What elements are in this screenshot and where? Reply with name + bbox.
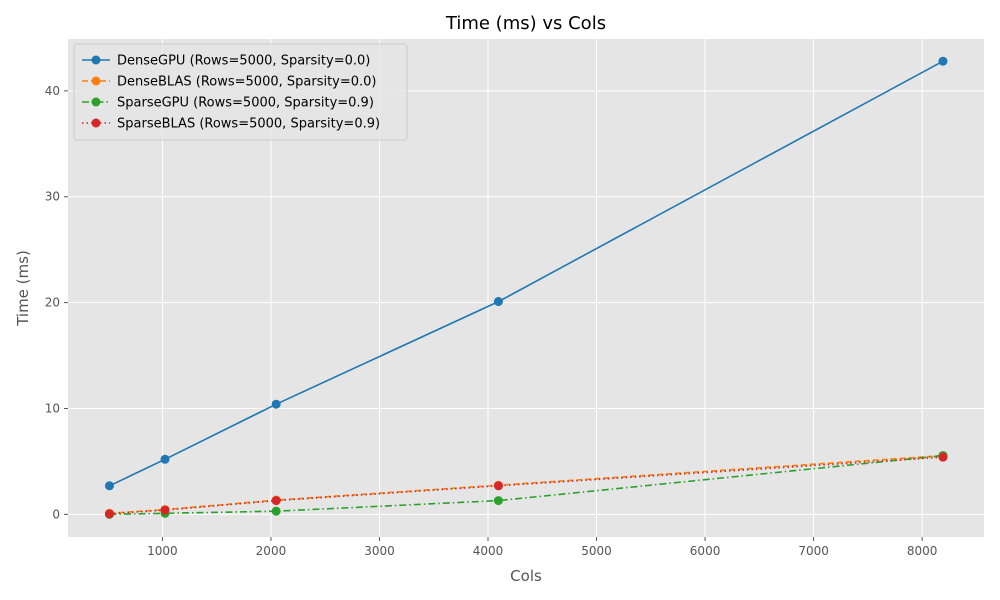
data-point [938, 452, 948, 462]
series-1 [104, 56, 948, 491]
chart-title: Time (ms) vs Cols [445, 13, 606, 34]
data-point [271, 399, 281, 409]
x-tick-label: 6000 [690, 544, 721, 558]
x-tick-label: 4000 [473, 544, 504, 558]
x-tick-label: 8000 [907, 544, 938, 558]
legend-marker [91, 118, 101, 128]
y-tick-label: 10 [45, 401, 60, 415]
data-point [104, 481, 114, 491]
legend-marker [91, 76, 101, 86]
legend-item: DenseBLAS (Rows=5000, Sparsity=0.0) [82, 75, 377, 90]
y-axis-label: Time (ms) [14, 250, 32, 327]
x-tick-label: 5000 [581, 544, 612, 558]
legend-label: SparseBLAS (Rows=5000, Sparsity=0.9) [117, 117, 380, 132]
legend-item: SparseGPU (Rows=5000, Sparsity=0.9) [82, 96, 374, 111]
legend-item: DenseGPU (Rows=5000, Sparsity=0.0) [82, 54, 370, 69]
y-tick-label: 30 [45, 190, 60, 204]
data-point [271, 506, 281, 516]
data-point [938, 56, 948, 66]
legend-label: SparseGPU (Rows=5000, Sparsity=0.9) [117, 96, 374, 111]
y-tick-label: 0 [52, 507, 60, 521]
data-point [493, 297, 503, 307]
series-4 [104, 452, 948, 519]
legend-item: SparseBLAS (Rows=5000, Sparsity=0.9) [82, 117, 380, 132]
series-layer [104, 56, 948, 519]
x-axis-label: Cols [510, 567, 542, 585]
x-tick-label: 2000 [256, 544, 287, 558]
y-tick-label: 40 [45, 84, 60, 98]
x-tick-label: 3000 [364, 544, 395, 558]
legend-marker [91, 55, 101, 65]
legend-box [73, 43, 408, 141]
legend: DenseGPU (Rows=5000, Sparsity=0.0) DenseB… [73, 43, 408, 141]
legend-label: DenseGPU (Rows=5000, Sparsity=0.0) [117, 54, 370, 69]
series-line [109, 454, 944, 516]
data-point [493, 481, 503, 491]
data-point [160, 454, 170, 464]
data-point [493, 496, 503, 506]
axis-ticks: 1000 2000 3000 4000 5000 6000 7000 8000 0 10 20 30 4… [45, 84, 938, 558]
legend-marker [91, 97, 101, 107]
y-tick-label: 20 [45, 296, 60, 310]
x-tick-label: 7000 [798, 544, 829, 558]
legend-label: DenseBLAS (Rows=5000, Sparsity=0.0) [117, 75, 377, 90]
data-point [271, 496, 281, 506]
x-tick-label: 1000 [147, 544, 178, 558]
data-point [104, 509, 114, 519]
data-point [160, 505, 170, 515]
